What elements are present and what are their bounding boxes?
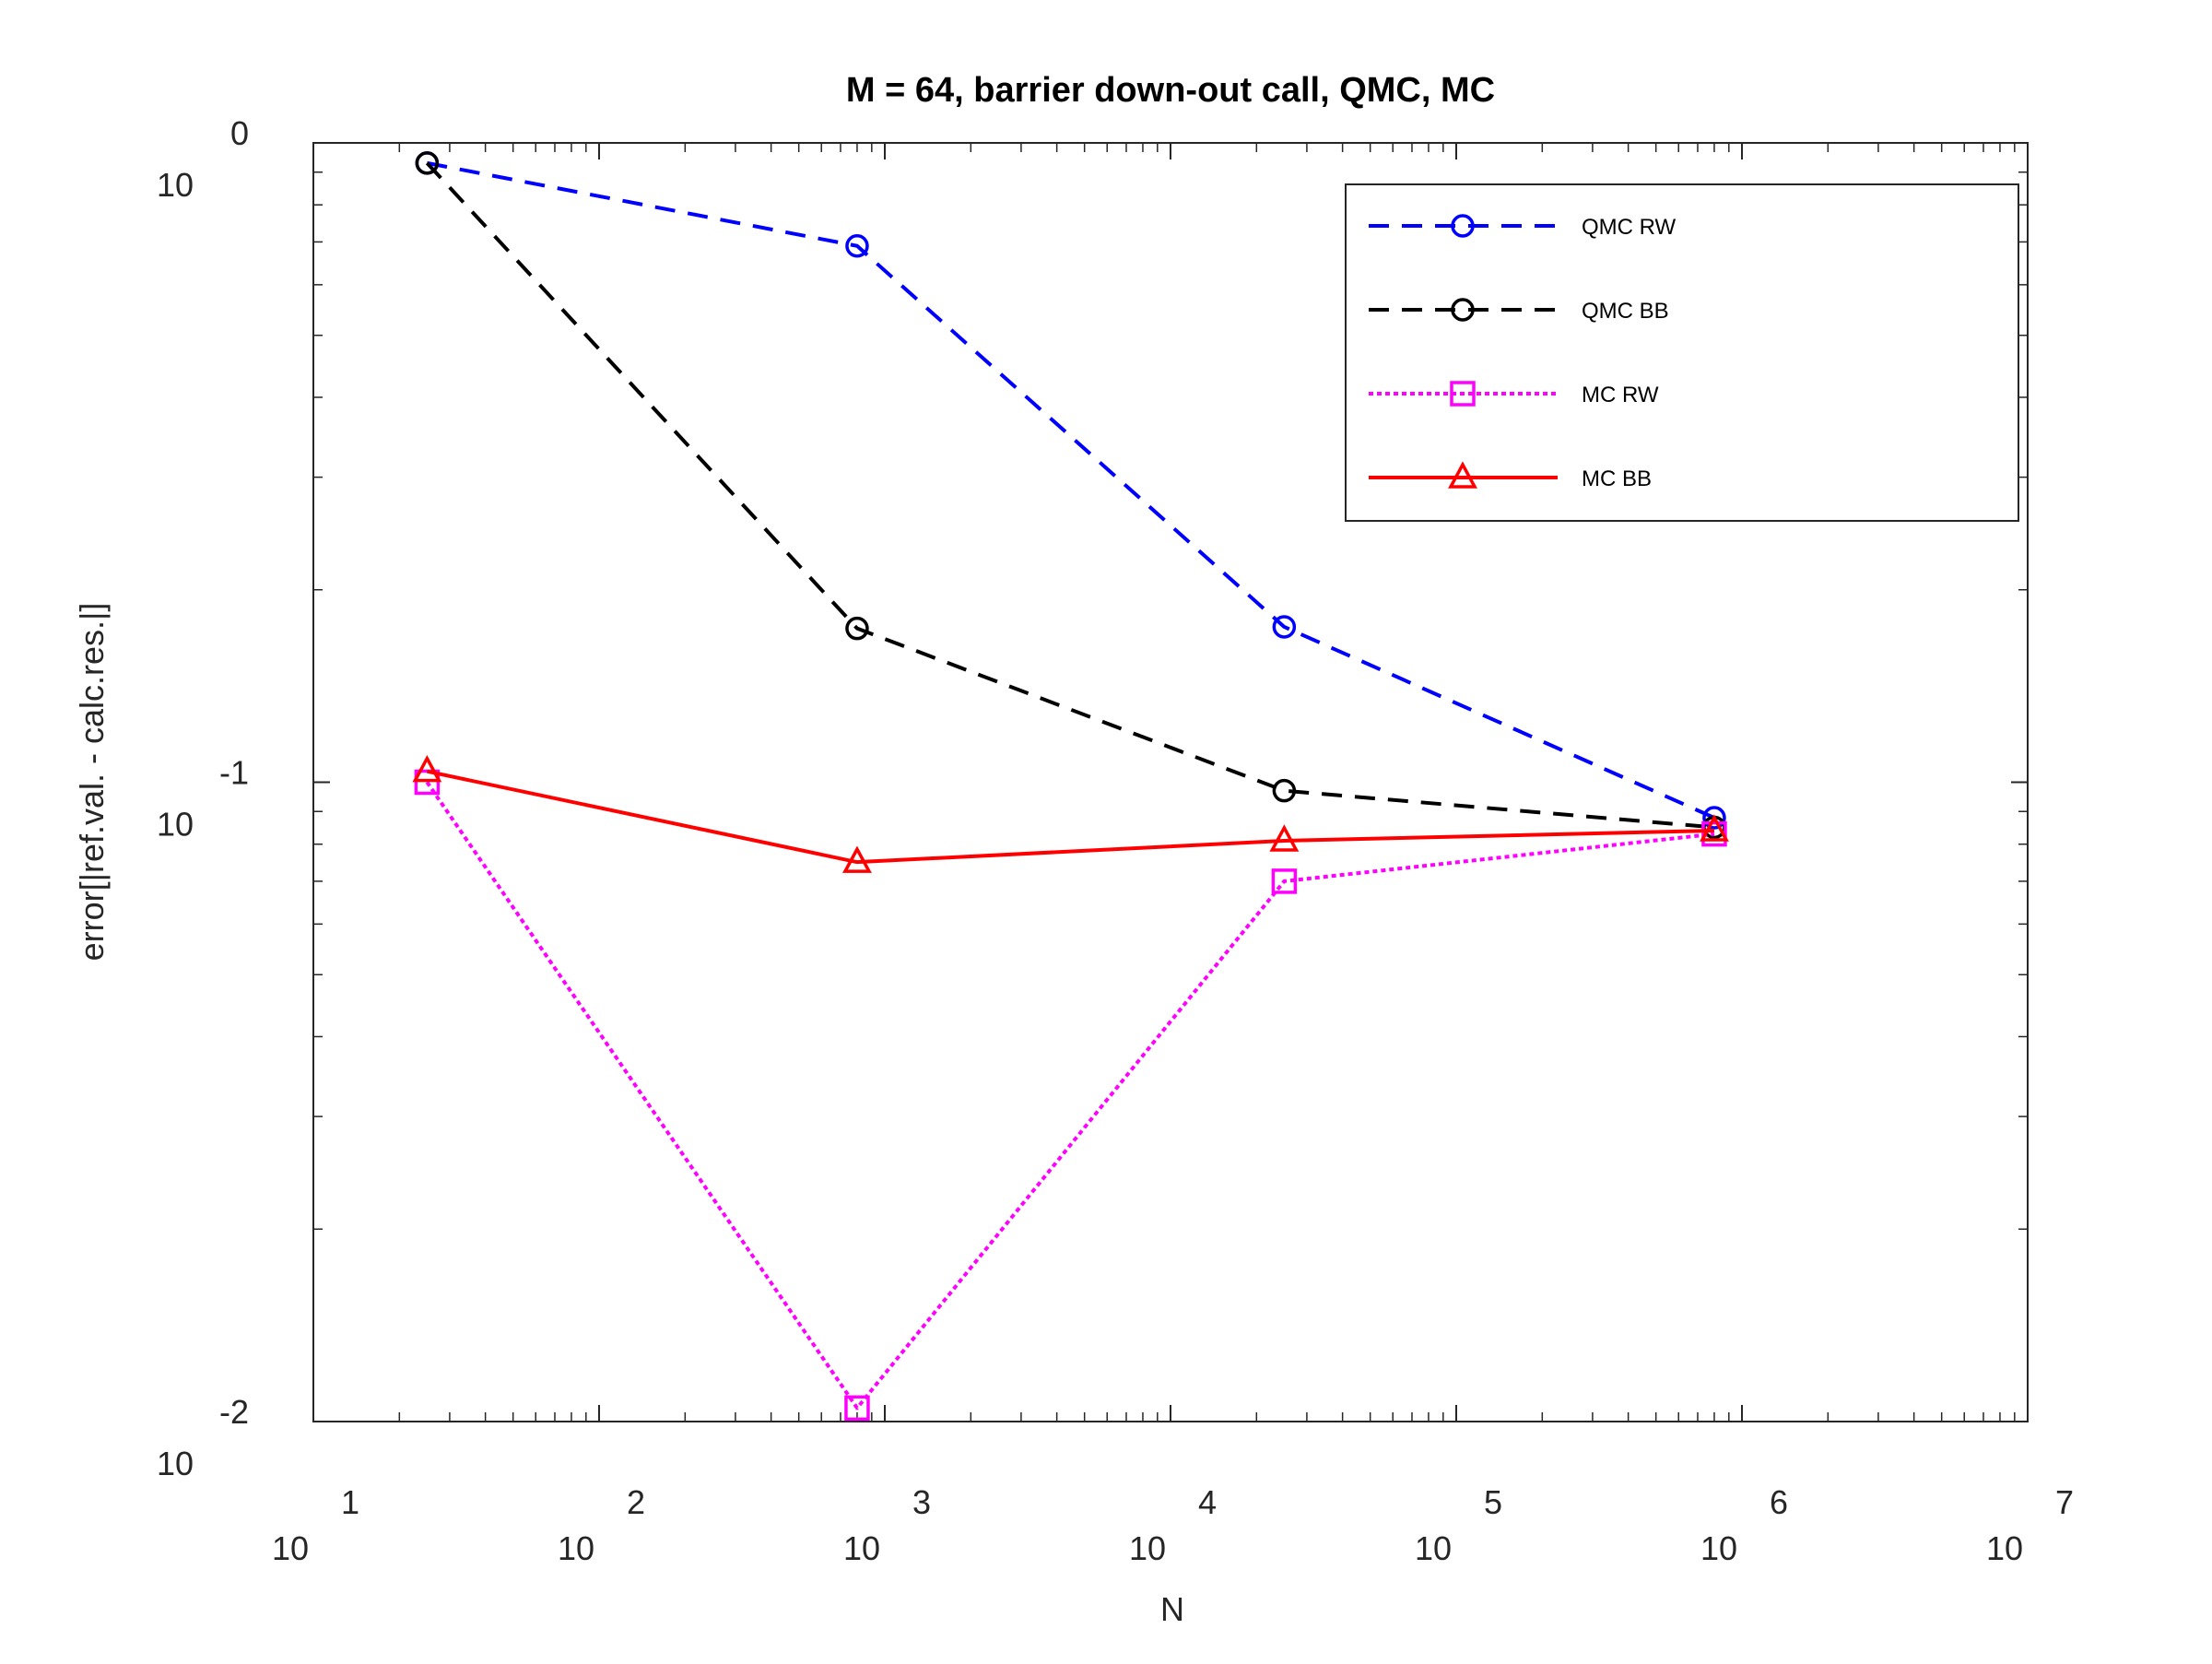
x-tick-label-base: 10 — [1700, 1529, 1737, 1567]
x-tick-label-exponent: 2 — [627, 1483, 645, 1521]
y-axis-label: error[|ref.val. - calc.res.|] — [73, 603, 111, 962]
x-tick-label-base: 10 — [272, 1529, 309, 1567]
series-mc-bb — [412, 755, 1729, 873]
legend-label-qmc-rw: QMC RW — [1582, 215, 1677, 240]
legend-marker-mc-bb — [1448, 461, 1477, 489]
data-point-mc-bb — [412, 755, 442, 783]
x-tick-label-exponent: 1 — [341, 1483, 359, 1521]
y-tick-label-base: 10 — [157, 166, 194, 204]
x-axis-label: N — [1160, 1590, 1184, 1628]
data-point-mc-rw — [1271, 868, 1298, 894]
legend-marker-mc-rw — [1450, 381, 1476, 407]
series-line-mc-bb — [426, 769, 1715, 865]
x-tick-label-exponent: 4 — [1198, 1483, 1217, 1521]
x-tick-label-base: 10 — [558, 1529, 594, 1567]
legend-marker-qmc-rw — [1451, 214, 1475, 238]
series-mc-rw — [414, 769, 1727, 1422]
data-point-qmc-bb — [415, 151, 440, 175]
y-tick-label-exponent: 0 — [230, 114, 249, 152]
data-point-qmc-bb — [1272, 778, 1297, 803]
series-line-qmc-rw — [426, 160, 1715, 820]
legend: QMC RW QMC BB MC RW MC BB — [1345, 183, 2019, 522]
x-tick-label-base: 10 — [1986, 1529, 2023, 1567]
minor-ticks — [313, 143, 2028, 1422]
x-tick-labels: 10 1 10 2 10 3 10 4 10 5 10 6 10 7 — [272, 1483, 2074, 1567]
data-point-mc-rw — [844, 1395, 870, 1422]
chart-title: M = 64, barrier down-out call, QMC, MC — [846, 71, 1495, 110]
legend-label-mc-bb: MC BB — [1582, 466, 1652, 491]
data-point-mc-bb — [1700, 814, 1729, 842]
legend-marker-qmc-bb — [1451, 298, 1475, 322]
data-point-qmc-bb — [845, 616, 869, 641]
x-tick-label-base: 10 — [1415, 1529, 1452, 1567]
x-tick-label-exponent: 6 — [1770, 1483, 1788, 1521]
data-point-mc-bb — [1269, 824, 1300, 852]
y-tick-label-exponent: -1 — [219, 754, 249, 792]
data-point-mc-rw — [1701, 820, 1727, 847]
series-line-qmc-bb — [425, 161, 1715, 830]
x-tick-label-exponent: 5 — [1484, 1483, 1502, 1521]
data-point-mc-bb — [842, 845, 872, 873]
y-tick-labels: 10 0 10 -1 10 -2 — [157, 114, 249, 1482]
legend-box — [1345, 183, 2019, 522]
data-point-mc-rw — [414, 769, 441, 796]
y-tick-label-exponent: -2 — [219, 1393, 249, 1431]
x-tick-label-exponent: 7 — [2055, 1483, 2074, 1521]
data-point-qmc-rw — [1702, 806, 1726, 830]
legend-label-mc-rw: MC RW — [1582, 383, 1659, 407]
series-line-mc-rw — [425, 781, 1715, 1410]
legend-label-qmc-bb: QMC BB — [1582, 299, 1669, 324]
data-point-qmc-rw — [845, 234, 869, 258]
major-ticks — [312, 142, 2029, 1422]
y-tick-label-base: 10 — [157, 806, 194, 844]
x-tick-label-base: 10 — [843, 1529, 880, 1567]
series-group — [412, 151, 1729, 1422]
y-tick-label-base: 10 — [157, 1445, 194, 1482]
x-tick-label-base: 10 — [1129, 1529, 1166, 1567]
data-point-qmc-rw — [1272, 615, 1297, 639]
x-tick-label-exponent: 3 — [912, 1483, 931, 1521]
